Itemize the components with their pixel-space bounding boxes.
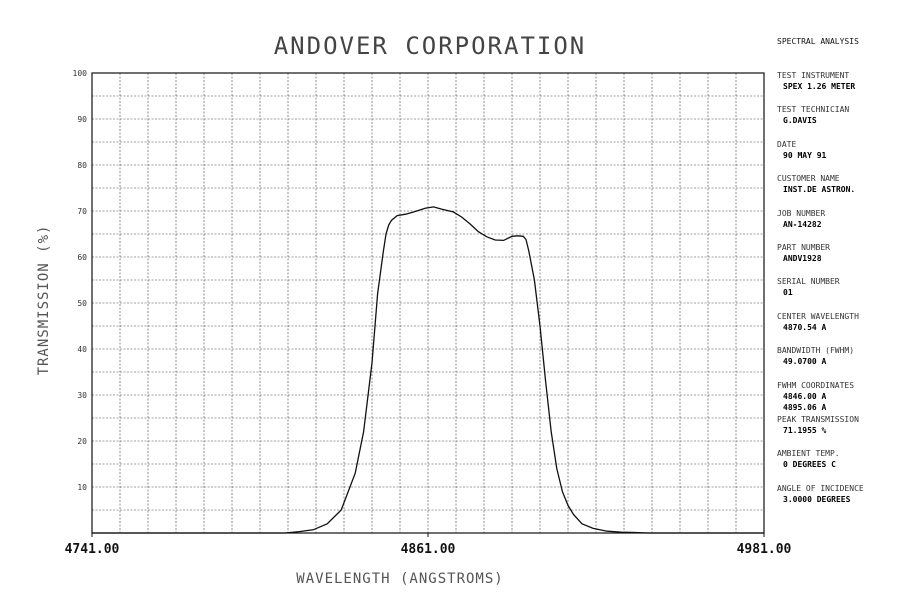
info-field-value: 71.1955 % <box>783 426 827 435</box>
info-field-label: PART NUMBER <box>777 243 830 252</box>
info-field-value: INST.DE ASTRON. <box>783 185 856 195</box>
info-field: CUSTOMER NAME INST.DE ASTRON. <box>777 173 855 195</box>
corner-label: SPECTRAL ANALYSIS <box>777 37 859 46</box>
x-tick-label: 4741.00 <box>65 542 120 557</box>
info-field: FWHM COORDINATES 4846.00 A 4895.06 A <box>777 380 854 413</box>
info-field-label: DATE <box>777 139 797 149</box>
y-tick-label: 40 <box>77 345 87 354</box>
info-field-value: 4895.06 A <box>783 402 827 412</box>
info-field-label: BANDWIDTH (FWHM) <box>777 346 855 356</box>
info-field: JOB NUMBER AN-14282 <box>777 208 825 230</box>
x-axis-label: WAVELENGTH (ANGSTROMS) <box>296 571 503 587</box>
info-field-value: 3.0000 DEGREES <box>783 494 851 504</box>
y-tick-label: 20 <box>77 437 87 446</box>
info-field: CENTER WAVELENGTH 4870.54 A <box>777 311 859 333</box>
info-field-value: 4846.00 A <box>783 391 827 401</box>
info-field-label: AMBIENT TEMP. <box>777 449 840 459</box>
info-field-label: CENTER WAVELENGTH <box>777 311 859 321</box>
chart-title: ANDOVER CORPORATION <box>274 32 587 60</box>
info-field-value: SPEX 1.26 METER <box>783 82 856 91</box>
info-field-label: FWHM COORDINATES <box>777 380 855 390</box>
info-field: SERIAL NUMBER 01 <box>777 276 840 298</box>
info-field: BANDWIDTH (FWHM) 49.0700 A <box>777 345 854 367</box>
info-field-value: 01 <box>783 288 793 298</box>
info-field-label: SERIAL NUMBER <box>777 277 840 287</box>
info-field-label: PEAK TRANSMISSION <box>777 415 859 424</box>
y-axis: 10 20 30 40 50 60 70 80 90 100 <box>73 69 88 492</box>
info-field-label: JOB NUMBER <box>777 208 826 218</box>
x-tick-label: 4981.00 <box>737 542 792 557</box>
info-field-value: AN-14282 <box>783 219 822 229</box>
grid <box>92 73 764 533</box>
y-axis-label: TRANSMISSION (%) <box>36 225 52 376</box>
info-field-value: G.DAVIS <box>783 116 817 126</box>
y-tick-label: 90 <box>77 115 87 124</box>
transmission-series <box>92 206 764 534</box>
info-field: PEAK TRANSMISSION 71.1955 % <box>777 414 859 436</box>
y-tick-label: 10 <box>77 483 87 492</box>
y-tick-label: 70 <box>77 207 87 216</box>
y-tick-label: 60 <box>77 253 87 262</box>
info-field-value: 0 DEGREES C <box>783 460 836 470</box>
info-field-label: ANGLE OF INCIDENCE <box>777 483 864 493</box>
info-field: ANGLE OF INCIDENCE 3.0000 DEGREES <box>777 483 864 505</box>
info-field-label: TEST TECHNICIAN <box>777 105 850 115</box>
y-tick-label: 80 <box>77 161 87 170</box>
y-tick-label: 100 <box>73 69 88 78</box>
y-tick-label: 50 <box>77 299 87 308</box>
x-tick-label: 4861.00 <box>401 542 456 557</box>
info-field-value: 49.0700 A <box>783 357 827 367</box>
info-field: PART NUMBER ANDV1928 <box>777 242 830 264</box>
info-field: TEST TECHNICIAN G.DAVIS <box>777 104 849 126</box>
info-field: AMBIENT TEMP. 0 DEGREES C <box>777 448 840 470</box>
x-axis: 4741.00 4861.00 4981.00 <box>65 533 792 557</box>
info-field: TEST INSTRUMENT SPEX 1.26 METER <box>777 70 855 92</box>
info-field-value: ANDV1928 <box>783 254 822 263</box>
info-field-label: CUSTOMER NAME <box>777 174 840 184</box>
info-field-value: 90 MAY 91 <box>783 150 827 160</box>
info-field-value: 4870.54 A <box>783 322 827 332</box>
info-field: DATE 90 MAY 91 <box>777 139 826 161</box>
info-field-label: TEST INSTRUMENT <box>777 71 850 80</box>
y-tick-label: 30 <box>77 391 87 400</box>
